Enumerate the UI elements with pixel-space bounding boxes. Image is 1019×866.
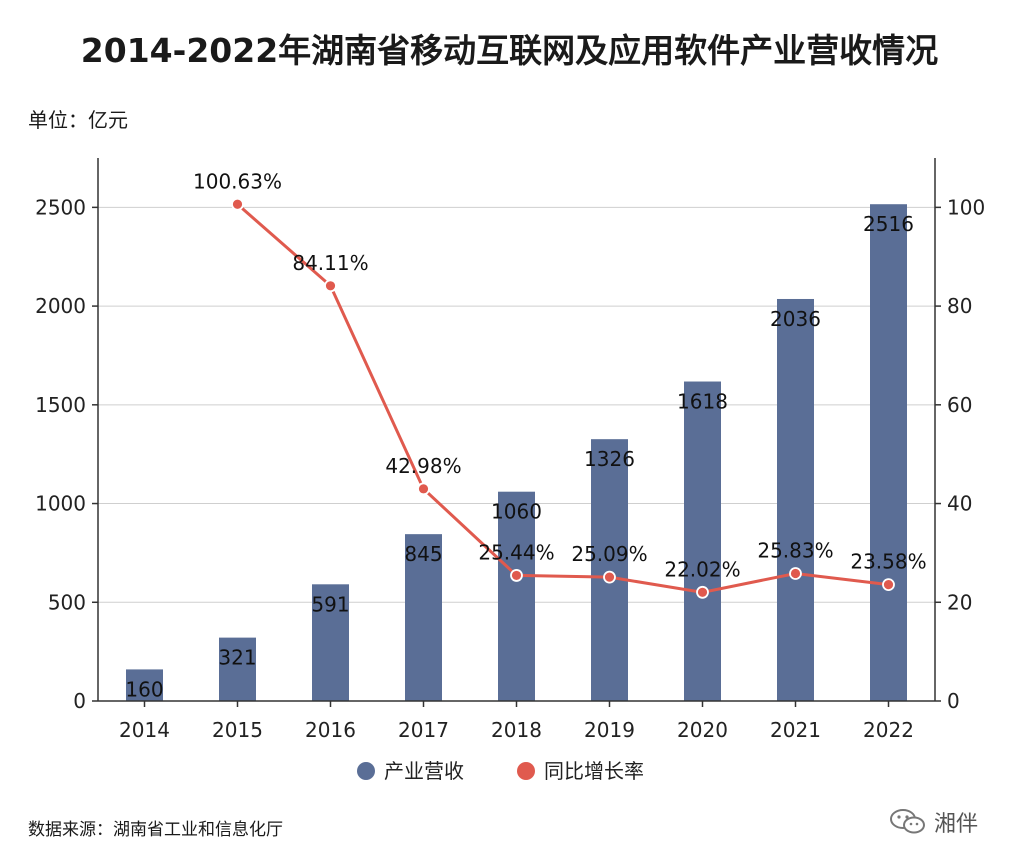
x-tick-label: 2015 [212, 718, 263, 742]
legend-line-swatch [517, 762, 535, 780]
bar-2022 [870, 204, 907, 702]
growth-point-2016 [324, 279, 337, 293]
source-note: 数据来源：湖南省工业和信息化厅 [28, 820, 283, 840]
growth-rate-label: 25.44% [478, 540, 554, 564]
left-tick-label: 500 [48, 590, 86, 614]
x-tick-label: 2016 [305, 718, 356, 742]
bar-2017 [405, 534, 442, 701]
growth-rate-label: 22.02% [664, 557, 740, 581]
x-tick-label: 2021 [770, 718, 821, 742]
chart-title: 2014-2022年湖南省移动互联网及应用软件产业营收情况 [80, 31, 939, 70]
bar-value-label: 1060 [491, 500, 542, 524]
left-tick-label: 2000 [35, 294, 86, 318]
data-labels: 160 321 591 845 1060 1326 1618 2036 2516 100.63% 8… [125, 169, 926, 701]
growth-rate-line [236, 203, 889, 594]
right-tick-label: 20 [947, 590, 972, 614]
unit-label: 单位：亿元 [28, 108, 128, 132]
watermark: 湘伴 [888, 806, 978, 838]
x-tick-label: 2022 [863, 718, 914, 742]
right-tick-label: 60 [947, 393, 972, 417]
left-tick-label: 2500 [35, 195, 86, 219]
left-tick-label: 1000 [35, 492, 86, 516]
bar-value-label: 1326 [584, 447, 635, 471]
legend-bar-label: 产业营收 [384, 759, 464, 783]
bar-2015 [219, 637, 256, 701]
left-tick-label: 1500 [35, 393, 86, 417]
watermark-text: 湘伴 [934, 812, 979, 837]
growth-rate-label: 42.98% [385, 454, 461, 478]
growth-rate-label: 25.83% [757, 538, 833, 562]
legend[interactable]: 产业营收 同比增长率 [357, 759, 644, 783]
right-tick-label: 0 [947, 689, 960, 713]
legend-bar-swatch [357, 762, 375, 780]
x-tick-label: 2020 [677, 718, 728, 742]
growth-point-2018 [510, 569, 523, 582]
growth-point-2022 [882, 578, 895, 592]
wechat-icon [890, 809, 925, 834]
growth-point-2017 [417, 482, 430, 496]
bar-value-label: 160 [125, 677, 163, 701]
bar-value-label: 321 [218, 646, 256, 670]
bar-2016 [312, 584, 349, 701]
growth-point-2020 [696, 585, 709, 599]
axes: 0 500 1000 1500 2000 2500 0 20 40 60 80 100 2014 2015… [35, 158, 985, 742]
bar-value-label: 2516 [863, 212, 914, 236]
growth-rate-label: 84.11% [292, 251, 368, 275]
x-tick-label: 2018 [491, 718, 542, 742]
growth-point-2019 [603, 570, 616, 584]
bar-2021 [777, 298, 814, 701]
bar-value-label: 845 [404, 542, 442, 566]
growth-point-2021 [789, 567, 802, 580]
growth-rate-label: 23.58% [850, 550, 926, 574]
bar-2020 [684, 381, 721, 701]
right-tick-label: 40 [947, 492, 972, 516]
right-tick-label: 80 [947, 294, 972, 318]
growth-line [231, 197, 895, 599]
bar-value-label: 591 [311, 592, 349, 616]
bar-value-label: 1618 [677, 390, 728, 414]
right-tick-label: 100 [947, 195, 985, 219]
growth-rate-label: 100.63% [193, 169, 282, 193]
x-tick-label: 2017 [398, 718, 449, 742]
bar-2014 [126, 669, 163, 701]
legend-line-label: 同比增长率 [544, 759, 644, 783]
bar-2018 [498, 491, 535, 701]
growth-rate-label: 25.09% [571, 542, 647, 566]
bars [126, 204, 907, 702]
bar-value-label: 2036 [770, 307, 821, 331]
x-tick-label: 2014 [119, 718, 170, 742]
growth-point-2015 [231, 197, 244, 211]
bar-2019 [591, 439, 628, 701]
left-tick-label: 0 [73, 689, 86, 713]
x-tick-label: 2019 [584, 718, 635, 742]
